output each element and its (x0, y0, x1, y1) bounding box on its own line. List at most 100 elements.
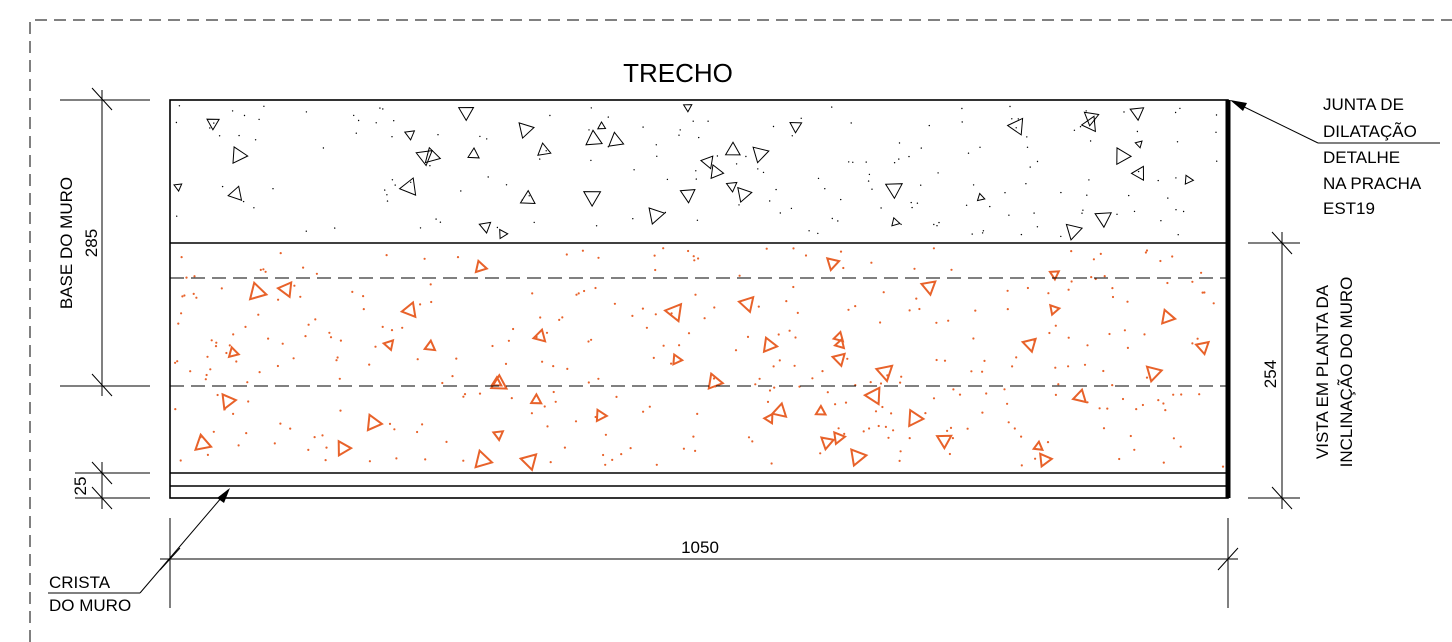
hatch-dot (1046, 441, 1050, 444)
hatch-dot (1067, 336, 1070, 339)
hatch-triangle (1129, 107, 1145, 122)
hatch-dot (1098, 407, 1101, 410)
hatch-dot (620, 453, 623, 456)
hatch-dot (307, 448, 310, 451)
hatch-dot (375, 122, 377, 124)
hatch-dot (757, 305, 760, 308)
hatch-triangle (710, 163, 725, 180)
hatch-dot (1083, 363, 1087, 366)
hatch-triangle (919, 280, 937, 297)
hatch-dot (393, 428, 396, 431)
hatch-triangle (1194, 340, 1211, 357)
hatch-dot (386, 200, 389, 202)
hatch-dot (247, 400, 250, 403)
hatch-triangle (1134, 140, 1143, 149)
hatch-dot (854, 305, 857, 308)
hatch-dot (1079, 126, 1082, 128)
hatch-dot (1015, 127, 1017, 129)
hatch-dot (850, 122, 852, 124)
hatch-dot (641, 307, 645, 310)
hatch-dot (804, 254, 808, 257)
hatch-triangle (679, 189, 696, 204)
hatch-dot (794, 336, 797, 339)
hatch-dot (844, 401, 848, 404)
hatch-dot (950, 268, 953, 271)
hatch-dot (899, 381, 902, 384)
junta-label-line1: JUNTA DE (1323, 95, 1404, 114)
hatch-dot (281, 342, 284, 345)
hatch-dot (1007, 421, 1010, 424)
hatch-dot (246, 381, 249, 384)
hatch-dot (1082, 209, 1084, 211)
dimension-base (60, 87, 150, 397)
hatch-dot (334, 227, 336, 229)
hatch-dot (491, 344, 494, 348)
hatch-dot (898, 158, 900, 160)
hatch-dot (1182, 210, 1185, 213)
hatch-dot (362, 295, 365, 298)
hatch-triangle (1130, 165, 1145, 182)
hatch-dot (543, 405, 546, 408)
hatch-dot (773, 386, 776, 389)
width-dimension-value: 1050 (681, 538, 719, 557)
hatch-triangle (173, 183, 183, 193)
hatch-dot (1212, 302, 1215, 305)
hatch-dot (193, 275, 196, 278)
hatch-dot (946, 429, 949, 432)
hatch-dot (238, 134, 240, 137)
hatch-dot (758, 377, 761, 380)
hatch-triangle (422, 338, 437, 352)
hatch-triangle (467, 146, 480, 159)
hatch-dot (932, 397, 936, 400)
hatch-dot (199, 436, 202, 439)
hatch-triangle (699, 155, 714, 170)
hatch-dot (1176, 141, 1179, 143)
hatch-triangle (518, 122, 535, 140)
hatch-triangle (1048, 303, 1062, 317)
hatch-dot (214, 345, 218, 348)
hatch-triangle (248, 280, 269, 301)
hatch-dot (713, 306, 716, 309)
hatch-dot (429, 283, 432, 286)
hatch-triangle (489, 373, 509, 390)
hatch-triangle (1065, 223, 1084, 241)
hatch-dot (597, 377, 600, 380)
hatch-dot (314, 318, 317, 321)
hatch-dot (521, 199, 523, 201)
hatch-dot (421, 423, 424, 426)
hatch-dot (712, 377, 716, 380)
hatch-triangle (537, 142, 552, 156)
hatch-dot (539, 316, 542, 319)
hatch-dot (416, 358, 419, 361)
hatch-triangle (206, 118, 220, 131)
hatch-dot (898, 142, 901, 144)
hatch-triangle (762, 412, 774, 425)
hatch-dot (575, 293, 578, 296)
hatch-triangle (1184, 174, 1195, 185)
hatch-dot (937, 172, 939, 174)
hatch-dot (1020, 464, 1023, 467)
hatch-dot (936, 225, 938, 227)
hatch-dot (692, 120, 694, 122)
hatch-dot (175, 121, 178, 124)
hatch-dot (670, 312, 673, 315)
hatch-dot (1200, 271, 1203, 274)
hatch-dot (1164, 409, 1167, 412)
junta-label-line4: NA PRACHA (1323, 174, 1422, 193)
hatch-dot (928, 124, 930, 127)
hatch-dot (935, 358, 938, 362)
hatch-dot (262, 268, 265, 271)
hatch-dot (1036, 226, 1039, 228)
hatch-dot (949, 426, 953, 429)
hatch-dot (393, 120, 395, 122)
hatch-dot (772, 365, 775, 368)
hatch-dot (1060, 235, 1062, 238)
hatch-dot (910, 201, 912, 204)
crest-dimension-value: 25 (71, 477, 90, 496)
hatch-dot (852, 161, 854, 163)
hatch-dot (1177, 234, 1179, 236)
hatch-triangle (518, 452, 538, 472)
hatch-triangle (499, 228, 509, 240)
hatch-triangle (819, 436, 836, 452)
hatch-dot (788, 329, 791, 332)
